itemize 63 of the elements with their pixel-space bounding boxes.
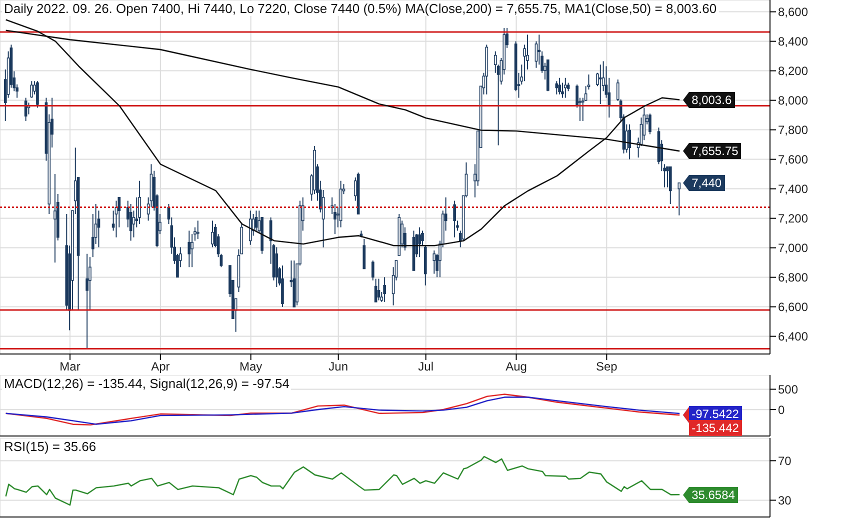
x-tick-label: Sep <box>596 360 618 374</box>
candlestick <box>275 246 278 288</box>
annotation: 7,440 <box>688 174 725 191</box>
x-tick-label: Jun <box>328 360 348 374</box>
y-tick-label: 8,000 <box>778 94 808 108</box>
y-tick-label: 8,200 <box>778 64 808 78</box>
y-tick-label: 8,600 <box>778 5 808 20</box>
y-tick-label: 7,400 <box>778 182 808 196</box>
candlestick <box>668 166 672 204</box>
candlestick <box>211 220 214 248</box>
candlestick <box>555 80 558 95</box>
candlestick <box>30 80 34 98</box>
chart-title: MACD(12,26) = -135.44, Signal(12,26,9) = -97.54 <box>2 376 292 391</box>
y-tick-label: 70 <box>778 454 792 468</box>
chart-title: Daily 2022. 09. 26. Open 7400, Hi 7440, Lo 7220, Close 7440 (0.5%) MA(Close,200) = 7,655.75, MA1(Close,50) = 8,003.60 <box>2 1 719 16</box>
candlestick <box>628 124 631 160</box>
candlestick <box>362 238 366 270</box>
candlestick <box>54 174 56 264</box>
candlestick <box>188 230 191 268</box>
x-tick-label: Jul <box>418 360 434 374</box>
candlestick <box>190 234 194 268</box>
line-series <box>5 19 680 246</box>
x-tick-label: May <box>239 360 262 374</box>
candlestick <box>248 210 252 246</box>
y-tick-label: 6,800 <box>778 270 808 285</box>
y-tick-label: 8,400 <box>778 34 808 49</box>
y-tick-label: 7,800 <box>778 123 808 138</box>
candlestick <box>678 182 681 216</box>
candlestick <box>138 180 141 225</box>
y-tick-label: 7,600 <box>778 152 808 167</box>
candlestick <box>196 220 200 240</box>
y-tick-label: 6,600 <box>778 300 808 314</box>
candlestick <box>36 80 39 108</box>
annotation: 8,003.6 <box>688 92 735 108</box>
candlestick <box>383 276 386 302</box>
candlestick <box>377 278 380 301</box>
candlestick <box>564 77 567 98</box>
line-series <box>5 456 680 506</box>
candlestick <box>371 260 374 281</box>
candlestick <box>666 166 669 188</box>
chart-title: RSI(15) = 35.66 <box>2 439 98 454</box>
y-tick-label: 7,200 <box>778 212 808 226</box>
y-tick-label: 6,400 <box>778 330 808 344</box>
candlestick <box>453 200 456 238</box>
annotation: 7,655.75 <box>688 143 742 160</box>
y-tick-label: 30 <box>778 493 792 508</box>
candlestick <box>558 77 561 95</box>
candlestick <box>418 226 421 258</box>
annotation: -135.442 <box>688 420 742 436</box>
x-tick-label: Apr <box>151 360 170 374</box>
y-tick-label: 7,000 <box>778 241 808 256</box>
x-tick-label: Mar <box>60 360 80 374</box>
candlestick <box>432 250 436 274</box>
candlestick <box>561 82 564 98</box>
annotation: 35.6584 <box>688 486 738 503</box>
candlestick <box>648 113 652 135</box>
candlestick <box>598 64 602 104</box>
candlestick <box>374 278 378 302</box>
candlestick <box>86 253 88 350</box>
annotation: -97.5422 <box>688 406 742 422</box>
y-tick-label: 0 <box>778 402 785 417</box>
x-tick-label: Aug <box>506 360 527 374</box>
y-tick-label: 500 <box>778 382 798 396</box>
